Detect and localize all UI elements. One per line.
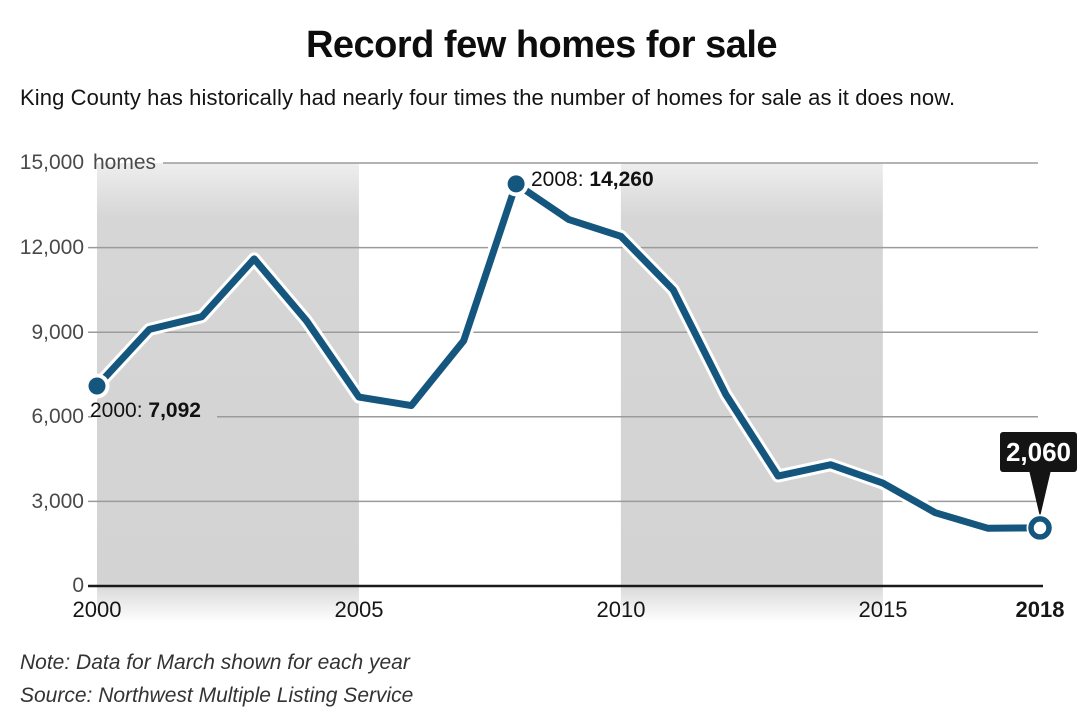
y-tick-label: 0	[72, 574, 84, 597]
series-line	[93, 180, 1044, 532]
annotation-2000-value: 7,092	[148, 399, 201, 422]
chart-subtitle: King County has historically had nearly …	[20, 85, 956, 110]
x-tick-label: 2005	[334, 597, 384, 622]
x-tick-label-current: 2018	[1015, 597, 1065, 622]
callout-2018: 2,060	[1000, 432, 1077, 472]
shaded-band	[620, 163, 883, 622]
data-point-marker-open	[1028, 516, 1052, 540]
annotation-2000-prefix: 2000:	[90, 399, 149, 422]
y-tick-label: 6,000	[31, 405, 84, 428]
source-text: Source: Northwest Multiple Listing Servi…	[20, 684, 414, 707]
x-tick-label: 2015	[858, 597, 908, 622]
annotation-2008-prefix: 2008:	[531, 168, 590, 191]
y-tick-label: 9,000	[31, 321, 84, 344]
data-point-marker	[88, 377, 106, 395]
callout-2018-value: 2,060	[1005, 437, 1072, 467]
data-point-marker	[507, 175, 525, 193]
y-tick-label: 12,000	[19, 236, 84, 259]
note-text: Note: Data for March shown for each year	[20, 651, 410, 674]
x-tick-label: 2010	[596, 597, 646, 622]
y-axis-unit-label: homes	[93, 151, 157, 174]
annotation-2008-value: 14,260	[589, 168, 654, 191]
shaded-band	[97, 163, 359, 622]
callout-pointer	[1029, 470, 1051, 517]
annotation-2008: 2008: 14,260	[531, 168, 654, 192]
x-tick-label: 2000	[72, 597, 122, 622]
annotation-2000: 2000: 7,092	[90, 399, 201, 423]
y-tick-label: 15,000	[19, 151, 84, 174]
chart-title: Record few homes for sale	[305, 24, 778, 66]
y-tick-label: 3,000	[31, 490, 84, 513]
